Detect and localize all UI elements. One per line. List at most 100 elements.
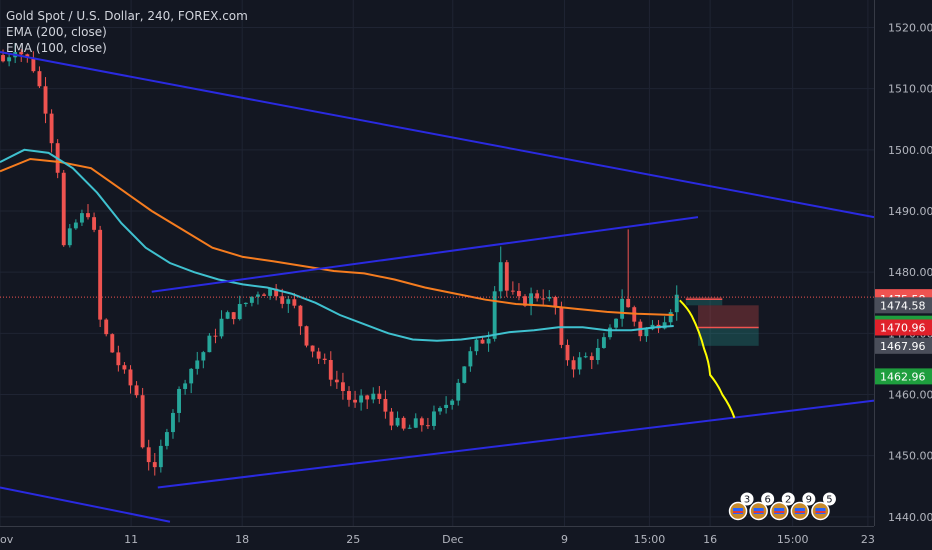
trendline[interactable] (157, 399, 875, 489)
candle-body (304, 326, 309, 346)
candle (595, 338, 600, 365)
event-flag[interactable]: 6 (749, 492, 775, 521)
target-zone (697, 327, 759, 346)
candle-body (310, 345, 315, 352)
candle-body (189, 368, 194, 384)
candle (213, 328, 218, 344)
candle-body (67, 228, 72, 246)
event-flag[interactable]: 9 (790, 492, 816, 521)
price-label: 1470.96 (875, 319, 932, 336)
candle-body (419, 418, 424, 426)
price-label: 1462.96 (875, 368, 932, 385)
grid-lines (0, 0, 874, 526)
price-label-box (875, 319, 932, 336)
candle (395, 411, 400, 428)
price-label-box (875, 368, 932, 385)
trendline[interactable] (151, 216, 699, 293)
candle (498, 246, 503, 299)
candle (310, 345, 315, 358)
candle-body (92, 217, 97, 230)
time-tick-label: Dec (442, 533, 463, 546)
candle-body (383, 398, 388, 412)
candle (79, 209, 84, 226)
event-flag[interactable]: 2 (769, 492, 795, 521)
candle-body (668, 312, 673, 323)
time-tick-label: 9 (561, 533, 568, 546)
event-flag[interactable]: 5 (811, 492, 836, 521)
candle (377, 386, 382, 404)
candle (334, 370, 339, 389)
candle (474, 338, 479, 356)
trendline[interactable] (0, 486, 171, 523)
time-axis: ov 11 18 25 Dec 9 15:00 16 15:00 23 (0, 526, 932, 550)
price-tick-label: 1500.00 (888, 144, 932, 157)
candle-body (523, 296, 527, 306)
candle (249, 296, 254, 307)
candle-body (219, 318, 224, 337)
candle (529, 287, 534, 316)
candle (7, 52, 12, 67)
candle (37, 66, 42, 88)
candle (571, 356, 576, 378)
candle-body (413, 418, 418, 428)
price-tick-label: 1450.00 (888, 450, 932, 463)
candle (608, 324, 612, 340)
candle-body (158, 445, 163, 468)
ema200-line (0, 157, 674, 316)
candle (419, 416, 424, 432)
candle-body (43, 86, 48, 114)
candle (359, 389, 364, 411)
short-position[interactable] (685, 297, 723, 306)
event-flag[interactable]: 3 (728, 492, 754, 521)
candle-body (31, 57, 36, 72)
short-position[interactable] (697, 305, 759, 346)
candle (201, 350, 206, 369)
candle-body (322, 358, 327, 360)
event-count-badge (740, 492, 754, 506)
candle-body (589, 356, 594, 361)
candle-body (201, 352, 206, 361)
candle-body (262, 294, 266, 296)
price-label: 1474.58 (875, 297, 932, 314)
projection-path[interactable] (679, 299, 736, 419)
event-count: 9 (806, 495, 812, 506)
candle-body (480, 339, 485, 344)
candle (164, 428, 169, 450)
candle-body (231, 312, 236, 320)
event-count-badge (802, 492, 816, 506)
candle (122, 362, 127, 374)
candle-body (122, 365, 127, 370)
candle-body (225, 312, 230, 319)
event-count-badge (822, 492, 836, 506)
candle (425, 417, 430, 429)
candle-body (662, 322, 667, 329)
candle (577, 352, 582, 375)
candle-body (516, 290, 521, 297)
candle-body (61, 172, 66, 246)
candle (644, 327, 649, 342)
candle-body (195, 360, 200, 369)
candle (614, 318, 618, 332)
symbol-title: Gold Spot / U.S. Dollar, 240, FOREX.com (6, 9, 248, 23)
candle-body (249, 296, 254, 303)
ema100-legend-label: EMA (100, close) (6, 41, 107, 55)
chart-legend: Gold Spot / U.S. Dollar, 240, FOREX.com … (6, 8, 248, 56)
candle (92, 212, 97, 233)
trendline[interactable] (0, 51, 875, 219)
ema200-legend-label: EMA (200, close) (6, 25, 107, 39)
candle-body (292, 299, 297, 306)
candle-body (7, 57, 12, 62)
ema100-line (0, 148, 674, 342)
time-axis-background (0, 526, 932, 550)
candle (328, 351, 333, 387)
price-tick-label: 1520.00 (888, 22, 932, 35)
candle (128, 365, 133, 394)
candle-body (104, 319, 109, 335)
price-label-box (875, 337, 932, 354)
candle (413, 413, 418, 429)
candles (1, 43, 679, 476)
event-count-badge (761, 492, 775, 506)
candle-body (450, 400, 455, 405)
